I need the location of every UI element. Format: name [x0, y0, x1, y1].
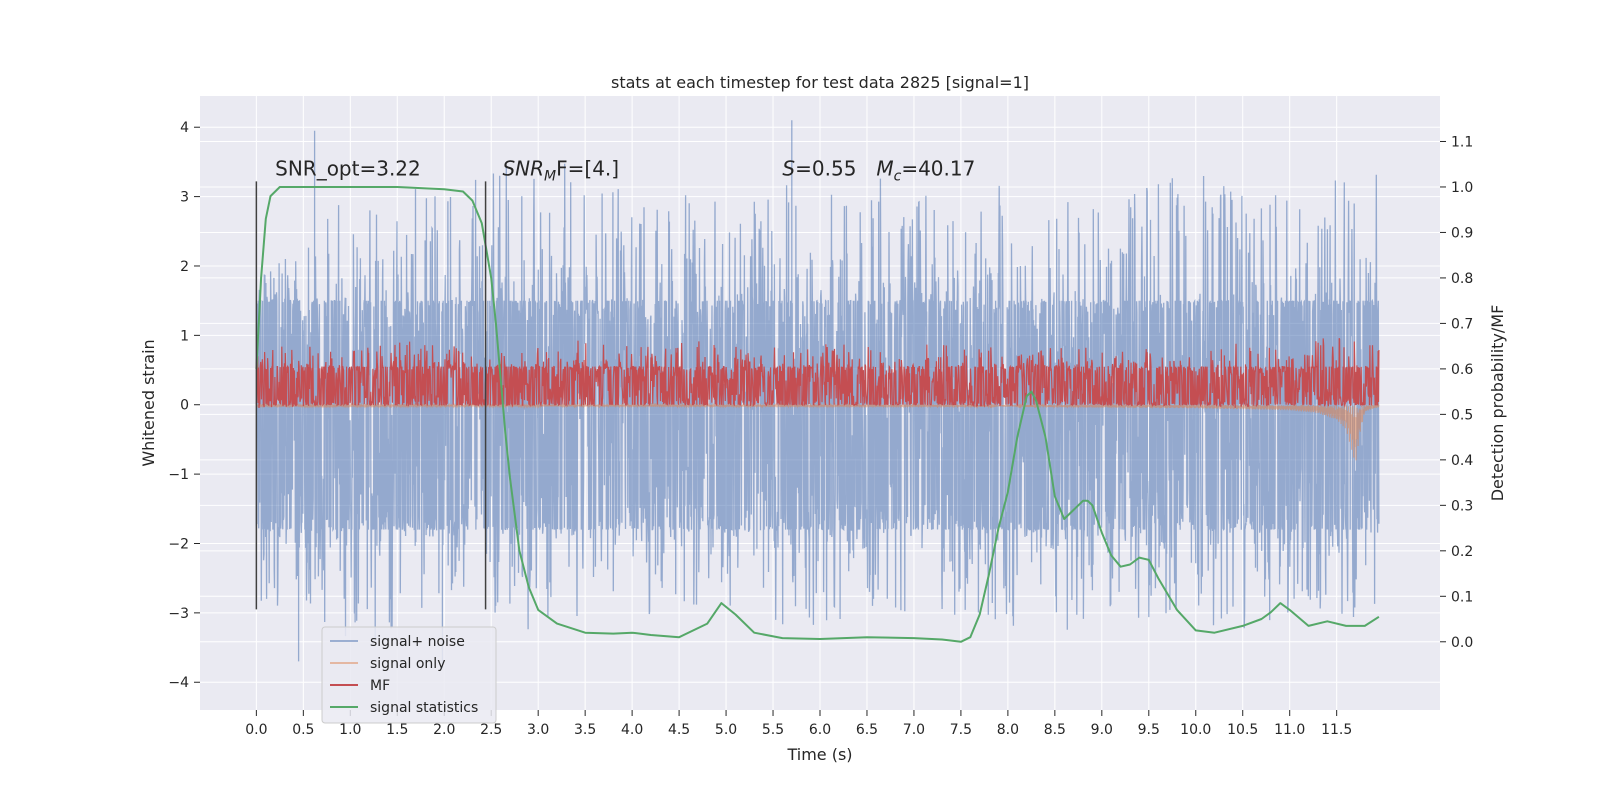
y2-tick-label: 0.4: [1451, 453, 1473, 469]
x-tick-label: 7.5: [950, 722, 972, 738]
y2-tick-label: 0.0: [1451, 635, 1473, 651]
y-tick-label: 3: [180, 190, 189, 206]
x-tick-label: 5.0: [715, 722, 737, 738]
series-signal-only: [255, 402, 1380, 461]
annotation-1: SNRMF=[4.]: [502, 156, 619, 184]
y2-tick-label: 0.3: [1451, 498, 1473, 514]
y2-tick-label: 0.9: [1451, 225, 1473, 241]
y-tick-label: 4: [180, 120, 189, 136]
x-tick-label: 11.0: [1274, 722, 1305, 738]
y2-tick-label: 1.1: [1451, 134, 1473, 150]
series-layer: [255, 120, 1380, 669]
x-tick-label: 5.5: [762, 722, 784, 738]
legend-box: [321, 626, 497, 724]
series-signal-noise: [255, 120, 1380, 669]
y-axis-label: Whitened strain: [139, 339, 158, 466]
y2-tick-label: 0.7: [1451, 316, 1473, 332]
legend-label-signal-statistics: signal statistics: [370, 700, 478, 716]
y-tick-label: −3: [168, 606, 189, 622]
marker-lines: [255, 181, 487, 610]
x-tick-label: 4.0: [621, 722, 643, 738]
y-tick-label: −4: [168, 675, 189, 691]
x-tick-label: 8.5: [1044, 722, 1066, 738]
y-tick-label: 0: [180, 398, 189, 414]
y2-tick-label: 0.2: [1451, 544, 1473, 560]
x-axis-ticks: 0.0 0.5 1.0 1.5 2.0 2.5 3.0 3.5 4.0 4.5 5.0 5.5 6.0 6…: [245, 710, 1352, 738]
chart-title: stats at each timestep for test data 282…: [611, 73, 1029, 92]
x-axis-label: Time (s): [786, 745, 852, 764]
x-tick-label: 0.5: [292, 722, 314, 738]
annotations: SNR_opt=3.22 SNRMF=[4.] S=0.55 Mc=40.17: [275, 156, 975, 184]
x-tick-label: 4.5: [668, 722, 690, 738]
x-tick-label: 3.5: [574, 722, 596, 738]
y-tick-label: 2: [180, 259, 189, 275]
x-tick-label: 10.0: [1180, 722, 1211, 738]
x-tick-label: 3.0: [527, 722, 549, 738]
x-tick-label: 2.5: [480, 722, 502, 738]
x-tick-label: 6.0: [809, 722, 831, 738]
y-tick-label: −2: [168, 536, 189, 552]
y2-axis-label: Detection probability/MF: [1488, 305, 1507, 502]
y-tick-label: −1: [168, 467, 189, 483]
x-tick-label: 0.0: [245, 722, 267, 738]
x-tick-label: 9.0: [1091, 722, 1113, 738]
legend-label-mf: MF: [370, 678, 390, 694]
x-tick-label: 8.0: [997, 722, 1019, 738]
y2-tick-label: 0.1: [1451, 589, 1473, 605]
legend: signal+ noise signal only MF signal stat…: [321, 626, 497, 724]
x-tick-label: 7.0: [903, 722, 925, 738]
annotation-0: SNR_opt=3.22: [275, 156, 421, 180]
series-mf: [255, 337, 1380, 409]
legend-label-signal-noise: signal+ noise: [370, 634, 465, 650]
x-tick-label: 6.5: [856, 722, 878, 738]
annotation-3: Mc=40.17: [876, 156, 975, 184]
annotation-2: S=0.55: [782, 156, 856, 180]
y-axis-ticks: −4 −3 −2 −1 0 1 2 3 4: [168, 120, 200, 691]
y2-tick-label: 0.6: [1451, 362, 1473, 378]
x-tick-label: 10.5: [1227, 722, 1258, 738]
x-tick-label: 11.5: [1321, 722, 1352, 738]
y-tick-label: 1: [180, 328, 189, 344]
series-signal-statistics: [255, 186, 1380, 643]
x-tick-label: 1.5: [386, 722, 408, 738]
y2-tick-label: 0.5: [1451, 407, 1473, 423]
x-tick-label: 9.5: [1138, 722, 1160, 738]
legend-label-signal-only: signal only: [370, 656, 445, 672]
x-tick-label: 2.0: [433, 722, 455, 738]
y2-tick-label: 1.0: [1451, 180, 1473, 196]
x-tick-label: 1.0: [339, 722, 361, 738]
y2-tick-label: 0.8: [1451, 271, 1473, 287]
y2-axis-ticks: 0.0 0.1 0.2 0.3 0.4 0.5 0.6 0.7 0.8 0.9 1.0 1.1: [1440, 134, 1473, 651]
